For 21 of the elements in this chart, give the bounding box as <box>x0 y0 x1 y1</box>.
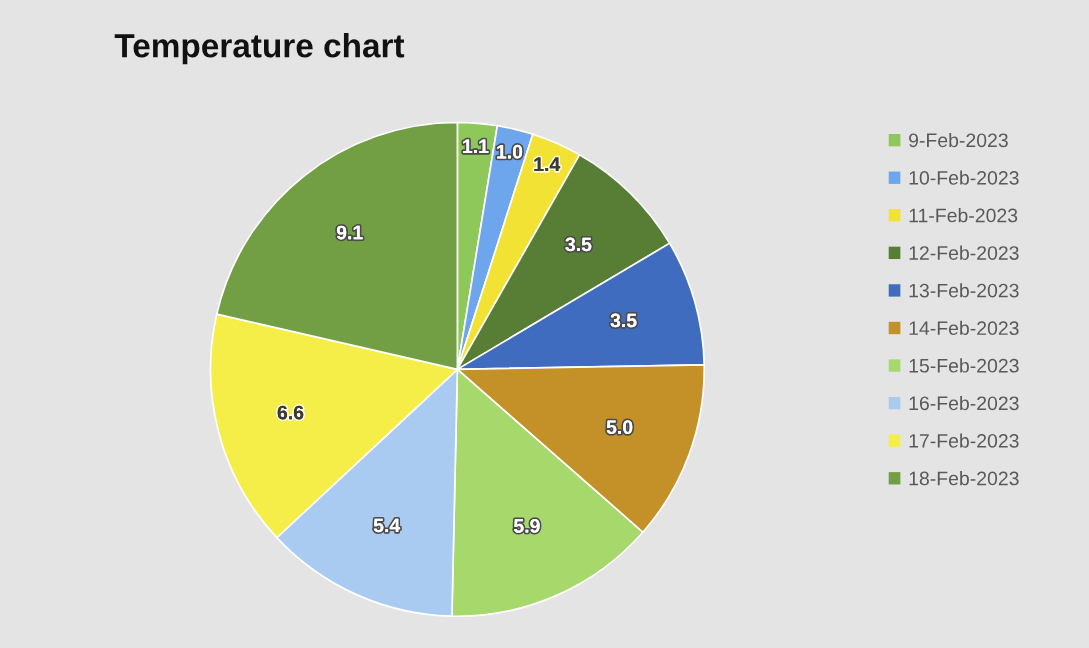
legend-label: 11-Feb-2023 <box>909 208 1018 223</box>
legend-label: 10-Feb-2023 <box>909 170 1019 185</box>
data-label: 9.1 <box>336 225 363 240</box>
chart-title: Temperature chart <box>114 33 405 65</box>
legend-label: 9-Feb-2023 <box>909 132 1008 148</box>
data-label: 5.4 <box>373 518 401 533</box>
legend-label: 15-Feb-2023 <box>909 358 1019 373</box>
legend-label: 12-Feb-2023 <box>909 245 1019 260</box>
data-label: 5.0 <box>606 420 633 435</box>
data-label: 6.6 <box>277 405 304 420</box>
legend-label: 13-Feb-2023 <box>909 283 1019 298</box>
legend-label: 17-Feb-2023 <box>909 433 1019 448</box>
data-label: 1.0 <box>497 144 523 159</box>
data-label: 5.9 <box>513 519 540 533</box>
legend-label: 18-Feb-2023 <box>909 471 1019 486</box>
data-label: 1.4 <box>534 157 561 171</box>
data-label: 3.5 <box>565 237 592 252</box>
data-label: 1.1 <box>463 139 489 153</box>
legend-label: 16-Feb-2023 <box>909 395 1019 411</box>
data-label: 3.5 <box>610 313 637 328</box>
legend-label: 14-Feb-2023 <box>909 320 1019 336</box>
